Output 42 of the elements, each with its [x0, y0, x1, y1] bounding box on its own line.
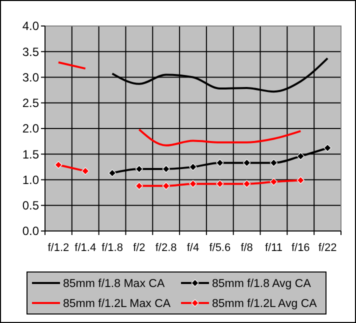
y-tick-label: 3.0	[22, 70, 40, 84]
y-tick-label: 1.0	[22, 172, 40, 187]
y-tick-label: 3.5	[22, 44, 40, 59]
y-tick-label: 2.5	[22, 96, 40, 110]
legend-label: 85mm f/1.8 Max CA	[63, 278, 165, 290]
point	[216, 159, 224, 167]
point	[216, 180, 224, 188]
x-tick-label: f/1.8	[102, 242, 123, 254]
point	[162, 182, 170, 190]
x-tick-label: f/4	[186, 242, 200, 254]
point	[324, 144, 332, 152]
y-tick-label: 0.0	[22, 224, 40, 238]
point	[189, 180, 197, 188]
y-tick-label: 0.5	[22, 198, 40, 213]
x-tick-label: f/8	[240, 242, 253, 254]
y-tick-label: 1.5	[22, 147, 40, 162]
x-tick-label: f/1.2	[48, 242, 70, 254]
point	[270, 178, 278, 186]
x-tick-label: f/11	[264, 242, 282, 254]
x-tick-label: f/22	[318, 242, 337, 254]
point	[270, 159, 278, 167]
point	[296, 176, 304, 184]
x-tick-label: f/1.4	[74, 242, 96, 254]
x-tick-label: f/2.8	[155, 242, 177, 254]
x-tick-label: f/16	[291, 242, 310, 254]
point	[189, 163, 197, 171]
point	[54, 161, 62, 169]
legend-label: 85mm f/1.2L Avg CA	[212, 298, 318, 310]
legend-label: 85mm f/1.8 Avg CA	[212, 278, 312, 290]
point	[135, 165, 143, 173]
point	[82, 167, 90, 175]
point	[135, 182, 143, 190]
point	[296, 152, 304, 160]
point	[243, 180, 251, 188]
point	[162, 165, 170, 173]
legend-label: 85mm f/1.2L Max CA	[63, 298, 171, 310]
point	[243, 159, 251, 167]
y-tick-label: 4.0	[22, 19, 40, 34]
x-tick-label: f/2	[133, 242, 146, 254]
y-tick-label: 2.0	[22, 122, 40, 136]
x-tick-label: f/5.6	[209, 242, 231, 254]
point	[108, 169, 116, 177]
